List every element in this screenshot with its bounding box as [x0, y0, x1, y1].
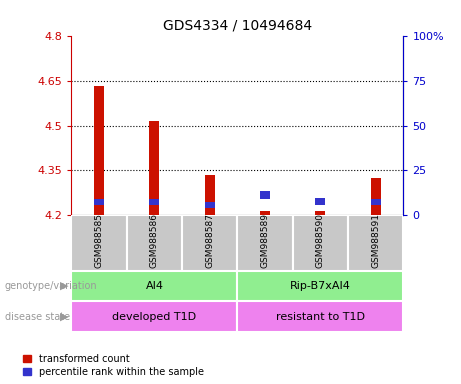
Text: ▶: ▶	[60, 281, 68, 291]
Bar	[293, 215, 348, 271]
Text: AI4: AI4	[145, 281, 164, 291]
Bar	[71, 215, 127, 271]
Bar	[371, 178, 381, 215]
Text: Rip-B7xAI4: Rip-B7xAI4	[290, 281, 351, 291]
Text: GSM988587: GSM988587	[205, 213, 214, 268]
Bar	[260, 210, 270, 215]
Text: GSM988589: GSM988589	[260, 213, 270, 268]
Bar	[237, 301, 403, 332]
Bar	[94, 199, 104, 205]
Bar	[182, 215, 237, 271]
Bar	[371, 199, 381, 205]
Bar	[315, 210, 325, 215]
Bar	[71, 271, 237, 301]
Text: genotype/variation: genotype/variation	[5, 281, 97, 291]
Bar	[237, 215, 293, 271]
Bar	[71, 301, 237, 332]
Bar	[260, 191, 270, 199]
Text: GSM988585: GSM988585	[95, 213, 104, 268]
Bar	[348, 215, 403, 271]
Bar	[205, 175, 215, 215]
Text: GSM988586: GSM988586	[150, 213, 159, 268]
Bar	[149, 121, 160, 215]
Bar	[205, 202, 215, 208]
Bar	[149, 199, 160, 205]
Bar	[127, 215, 182, 271]
Bar	[237, 271, 403, 301]
Bar	[94, 86, 104, 215]
Title: GDS4334 / 10494684: GDS4334 / 10494684	[163, 18, 312, 33]
Text: disease state: disease state	[5, 312, 70, 322]
Bar	[315, 198, 325, 205]
Text: developed T1D: developed T1D	[112, 312, 196, 322]
Legend: transformed count, percentile rank within the sample: transformed count, percentile rank withi…	[24, 354, 204, 377]
Text: ▶: ▶	[60, 312, 68, 322]
Text: GSM988591: GSM988591	[371, 213, 380, 268]
Text: GSM988590: GSM988590	[316, 213, 325, 268]
Text: resistant to T1D: resistant to T1D	[276, 312, 365, 322]
